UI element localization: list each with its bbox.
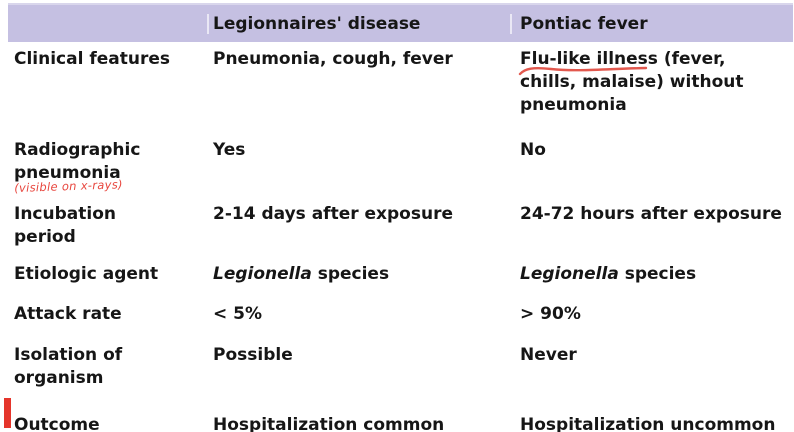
cell-incubation-pontiac: 24-72 hours after exposure [520, 204, 782, 224]
row-label-etiologic-agent: Etiologic agent [14, 264, 159, 284]
cell-incubation-legionnaires: 2-14 days after exposure [213, 204, 454, 224]
table-header-row: Legionnaires' disease Pontiac fever [8, 3, 793, 42]
cell-outcome-pontiac: Hospitalization uncommon Case-fatality r… [510, 414, 793, 432]
cell-etiologic-legionnaires: Legionella species [207, 263, 510, 286]
row-label-attack-rate: Attack rate [14, 304, 122, 324]
genus-name-italic: Legionella [213, 264, 312, 284]
cell-clinical-legionnaires: Pneumonia, cough, fever [213, 49, 453, 69]
cell-radiographic-legionnaires: Yes [213, 140, 246, 160]
row-label-outcome: Outcome [14, 415, 100, 432]
species-text: species [618, 264, 697, 284]
table-row-incubation-period: Incubation period 2-14 days after exposu… [8, 203, 793, 249]
outcome-line-1: Hospitalization uncommon [520, 415, 776, 432]
row-label-radiographic-pneumonia: Radiographic pneumonia (visible on x-ray… [8, 139, 207, 195]
red-marker-bar [4, 398, 11, 428]
cell-outcome-legionnaires: Hospitalization common Case-fatality rat… [207, 414, 510, 432]
genus-name-italic: Legionella [520, 264, 619, 284]
header-cell-legionnaires: Legionnaires' disease [207, 14, 510, 34]
species-text: species [311, 264, 390, 284]
cell-etiologic-pontiac: Legionella species [510, 263, 793, 286]
cell-clinical-pontiac: Flu-like illness (fever, chills, malaise… [510, 48, 793, 117]
table-row-isolation-of-organism: Isolation of organism Possible Never [8, 344, 793, 390]
cell-radiographic-pontiac: No [520, 140, 546, 160]
cell-text: Flu-like illness (fever, chills, malaise… [520, 49, 744, 115]
header-cell-pontiac: Pontiac fever [510, 14, 793, 34]
outcome-line-1: Hospitalization common [213, 415, 445, 432]
table-row-outcome: Outcome Hospitalization common Case-fata… [8, 414, 793, 432]
row-label-clinical-features: Clinical features [14, 49, 171, 69]
row-label-isolation-of-organism: Isolation of organism [14, 345, 123, 388]
table-row-etiologic-agent: Etiologic agent Legionella species Legio… [8, 263, 793, 286]
row-label-text: Radiographic pneumonia [14, 140, 141, 183]
comparison-table: Legionnaires' disease Pontiac fever Clin… [8, 0, 793, 432]
cell-attack-pontiac: > 90% [520, 304, 581, 324]
cell-isolation-pontiac: Never [520, 345, 577, 365]
table-row-attack-rate: Attack rate < 5% > 90% [8, 303, 793, 326]
table-row-clinical-features: Clinical features Pneumonia, cough, feve… [8, 48, 793, 117]
table-row-radiographic-pneumonia: Radiographic pneumonia (visible on x-ray… [8, 139, 793, 195]
cell-attack-legionnaires: < 5% [213, 304, 263, 324]
row-label-incubation-period: Incubation period [14, 204, 116, 247]
cell-isolation-legionnaires: Possible [213, 345, 293, 365]
